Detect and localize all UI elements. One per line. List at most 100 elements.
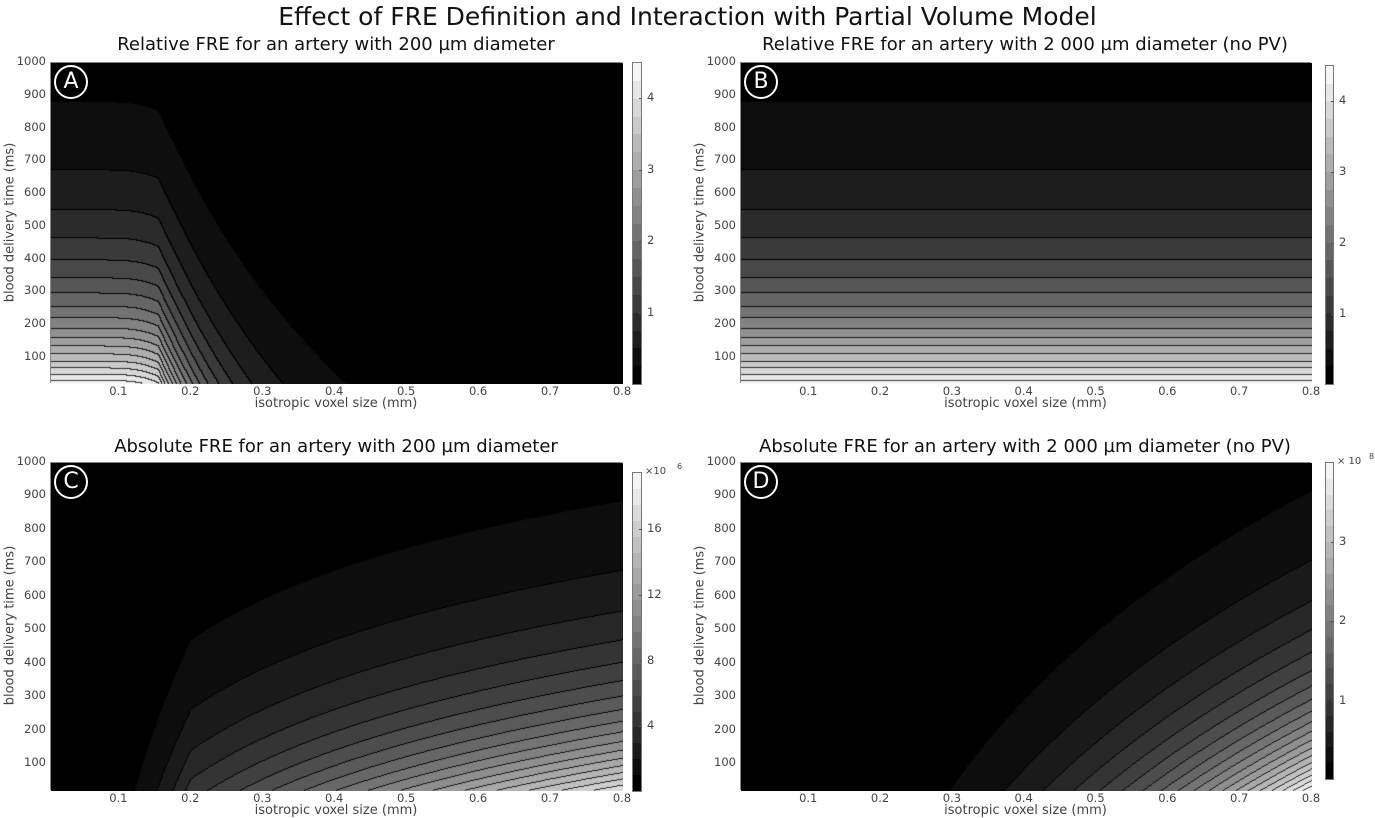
contour-plot-b [740, 62, 1312, 384]
figure-title: Effect of FRE Definition and Interaction… [278, 2, 1097, 31]
x-tick-label: 0.1 [109, 791, 128, 805]
colorbar-segment [633, 79, 641, 99]
colorbar-tick-label: 3 [647, 161, 655, 176]
y-tick-label: 500 [714, 217, 736, 232]
colorbar-segment [633, 773, 641, 791]
colorbar-segment [633, 598, 641, 617]
colorbar [632, 62, 642, 385]
y-tick-label: 100 [24, 348, 46, 363]
x-tick-label: 0.4 [325, 384, 344, 398]
y-tick-label: 1000 [16, 54, 46, 68]
colorbar-segment [1326, 99, 1333, 119]
colorbar-tick-label: 8 [647, 652, 655, 667]
panel-label-badge: D [744, 465, 778, 499]
y-tick-label: 600 [24, 587, 46, 602]
colorbar-segment [633, 550, 641, 569]
panel-label-badge: A [54, 65, 88, 99]
colorbar-tick-mark [639, 313, 642, 315]
colorbar-segment [633, 346, 641, 367]
y-tick-label: 800 [714, 119, 736, 134]
panel-title: Relative FRE for an artery with 200 µm d… [117, 34, 555, 55]
colorbar-segment [1326, 329, 1333, 349]
x-tick-label: 0.1 [109, 384, 128, 398]
y-tick-label: 700 [24, 554, 46, 569]
colorbar-segment [633, 97, 641, 117]
colorbar-segment [1326, 188, 1333, 208]
x-tick-label: 0.8 [612, 791, 632, 805]
colorbar-segment [1326, 135, 1333, 155]
x-tick-label: 0.8 [1301, 384, 1321, 398]
y-tick-label: 600 [24, 185, 46, 200]
colorbar-tick-mark [1331, 100, 1334, 102]
colorbar-segment [633, 293, 641, 313]
x-axis-label: isotropic voxel size (mm) [944, 803, 1107, 818]
x-tick-label: 0.8 [1301, 791, 1321, 805]
colorbar [632, 472, 642, 792]
colorbar-segment [1326, 311, 1333, 331]
x-tick-label: 0.6 [1158, 384, 1177, 398]
colorbar-segment [1326, 463, 1333, 479]
x-tick-label: 0.7 [1230, 791, 1249, 805]
x-tick-label: 0.6 [1158, 791, 1177, 805]
colorbar-segment [1326, 651, 1333, 669]
colorbar-segment [633, 519, 641, 537]
x-tick-label: 0.7 [540, 384, 560, 398]
colorbar-segment [1326, 223, 1333, 243]
contour-plot-c [50, 462, 623, 791]
colorbar-multiplier: ×10 [645, 466, 667, 477]
colorbar-segment [1326, 730, 1333, 748]
panel-title: Relative FRE for an artery with 2 000 µm… [762, 34, 1288, 55]
colorbar-segment [1326, 508, 1333, 527]
panel-label-badge: C [54, 465, 88, 499]
panel-title: Absolute FRE for an artery with 200 µm d… [114, 436, 558, 457]
x-axis-label: isotropic voxel size (mm) [254, 803, 418, 818]
colorbar-segment [1326, 294, 1333, 314]
colorbar-segment [1326, 241, 1333, 261]
colorbar-segment [1326, 698, 1333, 716]
colorbar-segment [633, 257, 641, 277]
x-tick-label: 0.5 [396, 791, 416, 805]
x-tick-label: 0.1 [799, 791, 818, 805]
colorbar-segment [633, 364, 641, 384]
contour-fill [741, 63, 1312, 384]
colorbar-segment [1326, 635, 1333, 653]
colorbar-segment [1326, 170, 1333, 190]
colorbar-tick-label: 1 [1339, 692, 1347, 707]
colorbar-segment [1326, 666, 1333, 685]
colorbar-segment [1326, 258, 1333, 278]
y-tick-label: 400 [714, 250, 736, 265]
colorbar-segment [633, 646, 641, 664]
colorbar-segment [633, 725, 641, 744]
colorbar-tick-label: 3 [1339, 533, 1347, 548]
colorbar-tick-mark [1331, 171, 1334, 173]
y-tick-label: 1000 [706, 454, 736, 468]
colorbar-exponent: 6 [677, 462, 683, 471]
x-axis-label: isotropic voxel size (mm) [944, 396, 1107, 411]
y-tick-label: 300 [714, 283, 736, 298]
colorbar-tick-label: 12 [647, 587, 662, 602]
colorbar-tick-label: 4 [647, 718, 655, 733]
contour-plot-a [50, 62, 623, 384]
x-tick-label: 0.4 [325, 791, 344, 805]
colorbar-tick-label: 1 [1339, 305, 1347, 320]
colorbar-segment [633, 473, 641, 489]
y-tick-label: 300 [24, 688, 46, 703]
colorbar-segment [1326, 587, 1333, 606]
colorbar-segment [1326, 82, 1333, 102]
colorbar-tick-mark [1331, 313, 1334, 315]
colorbar-segment [633, 186, 641, 206]
colorbar-tick-label: 3 [1339, 163, 1347, 178]
colorbar-segment [1326, 205, 1333, 225]
y-tick-label: 900 [24, 487, 46, 502]
panel-label-badge: B [744, 65, 778, 99]
y-tick-label: 1000 [16, 454, 46, 468]
colorbar-segment [633, 741, 641, 760]
contour-fill [51, 463, 623, 791]
y-tick-label: 800 [714, 520, 736, 535]
y-axis-label: blood delivery time (ms) [692, 142, 708, 302]
y-tick-label: 400 [24, 654, 46, 669]
y-tick-label: 700 [714, 554, 736, 569]
colorbar-segment [1326, 540, 1333, 558]
colorbar-segment [633, 757, 641, 776]
y-tick-label: 100 [24, 755, 46, 770]
